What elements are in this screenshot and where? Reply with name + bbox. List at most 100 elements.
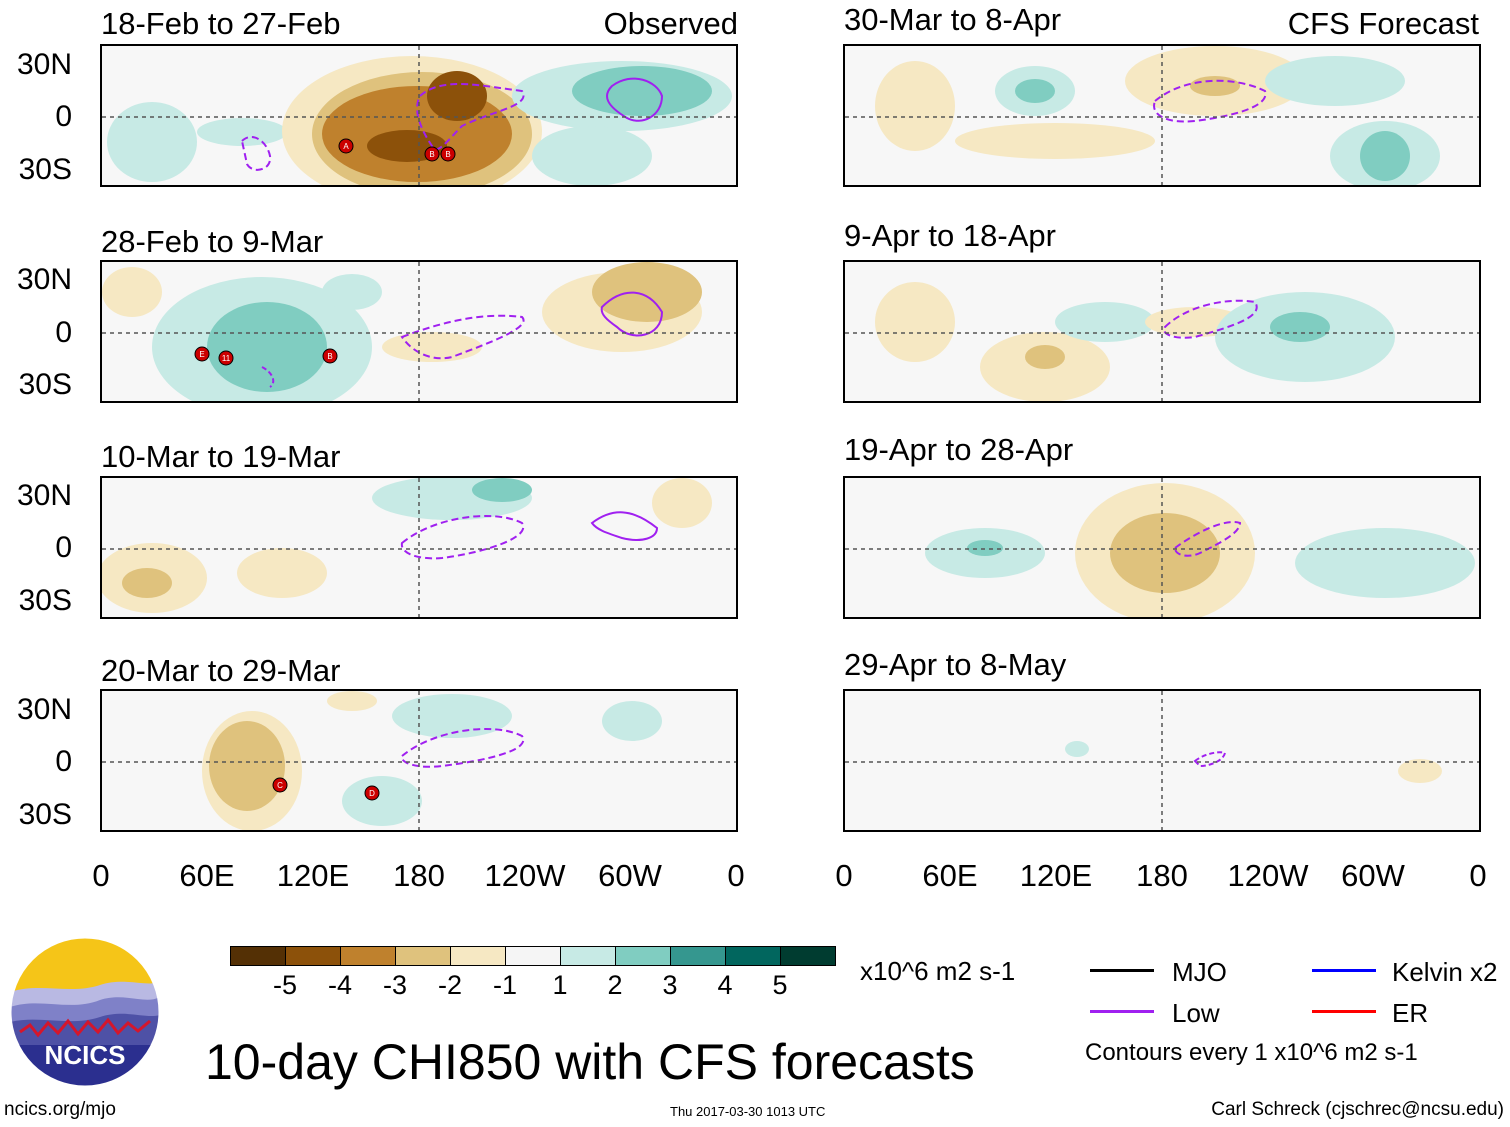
anomaly-positive: [967, 540, 1003, 556]
lon-label: 60E: [179, 858, 235, 893]
lon-label: 120W: [484, 858, 566, 893]
anomaly-negative: [382, 332, 482, 362]
anomaly-negative: [1025, 345, 1065, 369]
anomaly-negative: [122, 568, 172, 598]
low-contour: [1153, 79, 1267, 123]
colorbar-tick-label: 1: [552, 970, 568, 1000]
anomaly-negative: [237, 548, 327, 598]
lon-label: 60E: [922, 858, 978, 893]
panel-title: 20-Mar to 29-Mar: [101, 653, 341, 688]
lon-label: 0: [727, 858, 745, 893]
anomaly-positive: [1015, 79, 1055, 103]
low-contour: [261, 366, 275, 388]
colorbar-swatch: [395, 946, 451, 966]
anomaly-positive: [392, 694, 512, 738]
colorbar-swatch: [780, 946, 836, 966]
logo-text: NCICS: [45, 1040, 126, 1070]
anomaly-negative: [875, 282, 955, 362]
colorbar-tick-label: 3: [662, 970, 678, 1000]
anomaly-negative: [1398, 759, 1442, 783]
low-contour: [1163, 299, 1258, 339]
storm-marker: B: [440, 146, 456, 162]
colorbar-tick-label: -2: [437, 970, 463, 1000]
lon-label: 180: [1136, 858, 1188, 893]
anomaly-positive: [472, 478, 532, 502]
anomaly-negative: [652, 478, 712, 528]
svg-text:B: B: [429, 150, 434, 159]
low-contour: [400, 727, 525, 768]
storm-marker: C: [272, 777, 288, 793]
anomaly-positive: [322, 274, 382, 310]
lat-label-30s: 30S: [18, 584, 72, 617]
legend-mjo-line: [1090, 969, 1154, 972]
lon-label: 0: [835, 858, 853, 893]
panel-tag-cfs-forecast: CFS Forecast: [1287, 6, 1479, 41]
legend-low-label: Low: [1172, 998, 1220, 1028]
colorbar-tick-label: 4: [717, 970, 733, 1000]
colorbar-swatch: [725, 946, 781, 966]
footer-timestamp: Thu 2017-03-30 1013 UTC: [670, 1104, 826, 1119]
low-contour: [590, 511, 659, 541]
colorbar-swatch: [230, 946, 286, 966]
anomaly-negative: [1110, 513, 1220, 593]
anomaly-positive: [532, 126, 652, 185]
panel-title: 29-Apr to 8-May: [844, 647, 1067, 682]
map-panel-29apr: [843, 689, 1481, 832]
legend-mjo-label: MJO: [1172, 957, 1227, 987]
map-panel-10mar: [100, 476, 738, 619]
panel-title: 9-Apr to 18-Apr: [844, 218, 1056, 253]
lon-label: 120E: [276, 858, 350, 893]
lon-label: 0: [1469, 858, 1487, 893]
anomaly-positive: [107, 102, 197, 182]
lat-label-0: 0: [55, 100, 72, 133]
anomaly-negative: [102, 267, 162, 317]
anomaly-positive: [1055, 302, 1155, 342]
low-contour: [416, 83, 525, 151]
anomaly-positive: [207, 302, 327, 392]
anomaly-positive: [572, 66, 712, 116]
ncics-logo: NCICS: [10, 937, 160, 1087]
lat-label-30s: 30S: [18, 798, 72, 831]
anomaly-positive: [1270, 312, 1330, 342]
low-contour: [400, 514, 525, 560]
lat-label-30n: 30N: [16, 48, 72, 81]
svg-text:E: E: [199, 350, 204, 359]
footer-author[interactable]: Carl Schreck (cjschrec@ncsu.edu): [1211, 1099, 1504, 1120]
panel-title: 10-Mar to 19-Mar: [101, 439, 341, 474]
low-contour: [606, 77, 664, 122]
storm-marker: D: [364, 785, 380, 801]
lat-label-30s: 30S: [18, 368, 72, 401]
lat-label-0: 0: [55, 316, 72, 349]
anomaly-positive: [342, 776, 422, 826]
lat-label-30n: 30N: [16, 263, 72, 296]
lat-label-0: 0: [55, 745, 72, 778]
low-contour: [600, 291, 664, 337]
footer-url[interactable]: ncics.org/mjo: [4, 1099, 116, 1120]
colorbar-units: x10^6 m2 s-1: [860, 956, 1016, 986]
legend-er-line: [1312, 1010, 1376, 1013]
panel-tag-observed: Observed: [603, 6, 738, 41]
svg-text:A: A: [343, 142, 349, 151]
lon-label: 60W: [1341, 858, 1405, 893]
legend-er-label: ER: [1392, 998, 1429, 1028]
panel-title: 30-Mar to 8-Apr: [844, 2, 1062, 37]
anomaly-negative: [875, 61, 955, 151]
anomaly-negative: [592, 262, 702, 322]
panel-title: 28-Feb to 9-Mar: [101, 224, 324, 259]
lat-label-0: 0: [55, 531, 72, 564]
lat-label-30n: 30N: [16, 693, 72, 726]
storm-marker: A: [338, 138, 354, 154]
lon-label: 0: [92, 858, 110, 893]
svg-text:11: 11: [222, 354, 231, 363]
anomaly-negative: [955, 123, 1155, 159]
lon-label: 120W: [1227, 858, 1309, 893]
colorbar-tick-label: 2: [607, 970, 623, 1000]
anomaly-positive: [602, 701, 662, 741]
svg-text:D: D: [369, 789, 375, 798]
colorbar-swatch: [450, 946, 506, 966]
map-panel-28feb: E 11 B: [100, 260, 738, 403]
colorbar-tick-label: -3: [382, 970, 408, 1000]
colorbar-swatch: [340, 946, 396, 966]
